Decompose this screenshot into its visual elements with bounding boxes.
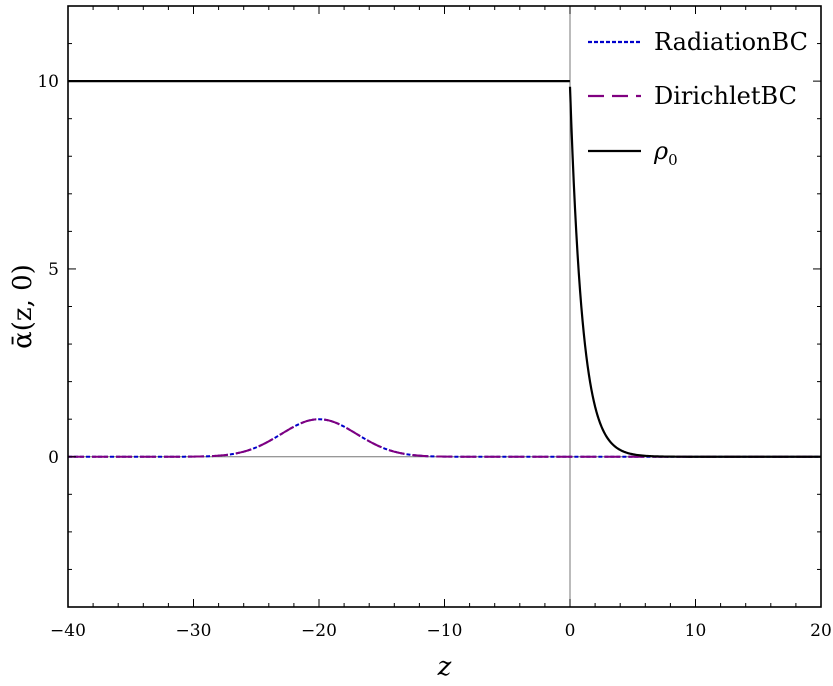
x-tick-label: −20 bbox=[301, 621, 337, 641]
y-tick-label: 10 bbox=[37, 72, 59, 92]
x-tick-label: −30 bbox=[176, 621, 212, 641]
x-tick-label: 20 bbox=[810, 621, 832, 641]
x-axis-label: z bbox=[437, 652, 452, 682]
series-layer bbox=[68, 80, 821, 458]
x-tick-label: 10 bbox=[685, 621, 707, 641]
series-line-dirichletbc bbox=[68, 418, 821, 458]
y-axis-label: ᾱ(z, 0) bbox=[8, 264, 38, 349]
legend: RadiationBC DirichletBC ρ0 bbox=[588, 28, 808, 169]
legend-label: RadiationBC bbox=[654, 28, 808, 56]
ticks-layer bbox=[67, 5, 822, 608]
y-tick-label: 5 bbox=[48, 260, 59, 280]
series-line-- bbox=[68, 80, 821, 458]
x-tick-label: −40 bbox=[50, 621, 86, 641]
tick-labels: −40 −30 −20 −10 0 10 20 0 5 10 bbox=[37, 72, 831, 641]
legend-label: DirichletBC bbox=[654, 82, 797, 110]
x-tick-label: 0 bbox=[565, 621, 576, 641]
legend-label: ρ0 bbox=[653, 137, 678, 169]
y-tick-label: 0 bbox=[48, 448, 59, 468]
x-tick-label: −10 bbox=[427, 621, 463, 641]
